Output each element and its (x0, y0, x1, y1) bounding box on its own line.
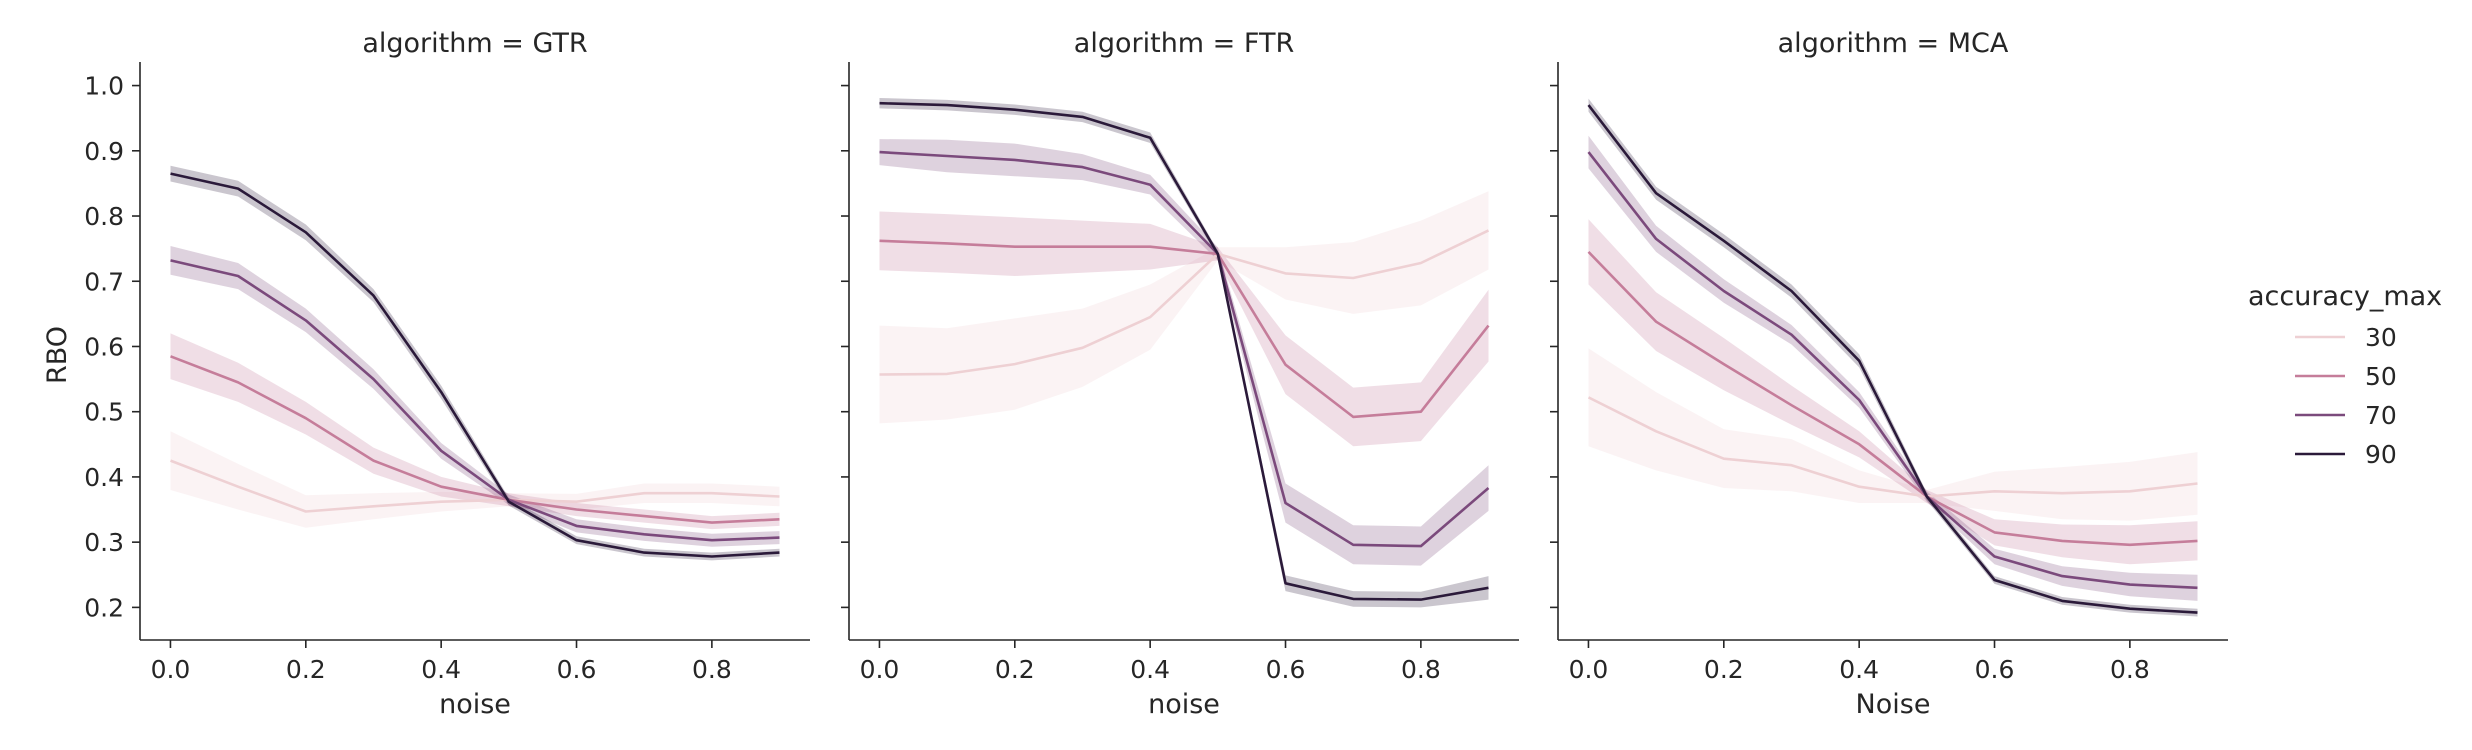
y-tick-label: 0.6 (84, 332, 124, 361)
x-axis-title: noise (1148, 689, 1220, 720)
confidence-band-50 (1588, 219, 2198, 565)
series-line-30 (879, 229, 1490, 376)
series-line-70 (1587, 151, 2198, 590)
x-tick-label: 0.2 (286, 655, 326, 684)
y-tick-label: 0.2 (84, 593, 124, 622)
confidence-band-30 (170, 431, 780, 528)
legend-entry-70: 70 (2295, 401, 2397, 430)
x-tick-label: 0.4 (1130, 655, 1170, 684)
x-tick-label: 0.0 (1569, 655, 1609, 684)
confidence-band-70 (170, 246, 780, 547)
confidence-band-90 (879, 98, 1489, 608)
panel-1: 0.0 0.2 0.4 0.6 0.8 algorithm = FTR noise (841, 28, 1519, 720)
confidence-band-70 (879, 139, 1489, 566)
x-tick-label: 0.6 (1975, 655, 2015, 684)
x-tick-label: 0.0 (860, 655, 900, 684)
y-tick-label: 0.8 (84, 202, 124, 231)
y-tick-label: 0.9 (84, 137, 124, 166)
x-tick-label: 0.2 (995, 655, 1035, 684)
legend-label: 30 (2365, 323, 2397, 352)
series-line-70 (879, 150, 1490, 548)
panel-title: algorithm = GTR (362, 28, 587, 59)
y-tick-label: 0.7 (84, 267, 124, 296)
x-tick-label: 0.8 (2110, 655, 2150, 684)
y-tick-label: 1.0 (84, 72, 124, 101)
legend-label: 70 (2365, 401, 2397, 430)
y-tick-label: 0.5 (84, 398, 124, 427)
series-line-90 (170, 172, 780, 558)
panel-2: 0.0 0.2 0.4 0.6 0.8 algorithm = MCA Noise (1550, 28, 2228, 720)
x-axis-title: Noise (1856, 689, 1931, 720)
x-tick-label: 0.4 (1839, 655, 1879, 684)
x-tick-label: 0.0 (151, 655, 191, 684)
panels: 0.20.30.40.50.60.70.80.91.00.0 0.2 0.4 0.6 0… (84, 28, 2228, 720)
series-line-90 (879, 101, 1489, 601)
y-tick-label: 0.4 (84, 463, 124, 492)
panel-title: algorithm = MCA (1778, 28, 2009, 59)
x-tick-label: 0.8 (1401, 655, 1441, 684)
legend: accuracy_max 30 50 70 90 (2248, 281, 2442, 469)
x-tick-label: 0.6 (1266, 655, 1306, 684)
panel-0: 0.2 0.3 0.4 0.5 0.6 0.7 0.8 0.9 1.0 0.0 0.2 0.4 0.6 0… (84, 28, 810, 720)
x-tick-label: 0.4 (421, 655, 461, 684)
series-line-90 (1587, 104, 2198, 614)
confidence-band-50 (879, 211, 1489, 447)
legend-entry-90: 90 (2295, 440, 2397, 469)
legend-entries: 30 50 70 90 (2295, 323, 2397, 469)
x-tick-label: 0.8 (692, 655, 732, 684)
legend-entry-30: 30 (2295, 323, 2397, 352)
x-tick-label: 0.6 (557, 655, 597, 684)
series-line-30 (170, 459, 780, 513)
series-line-50 (879, 239, 1490, 419)
confidence-band-50 (170, 333, 780, 530)
y-tick-label: 0.3 (84, 528, 124, 557)
series-line-50 (170, 355, 780, 524)
legend-title: accuracy_max (2248, 281, 2442, 312)
confidence-band-30 (1588, 348, 2198, 521)
confidence-band-30 (879, 191, 1489, 424)
panel-title: algorithm = FTR (1074, 28, 1294, 59)
series-line-70 (170, 259, 780, 542)
legend-entry-50: 50 (2295, 362, 2397, 391)
x-tick-label: 0.2 (1704, 655, 1744, 684)
x-axis-title: noise (439, 689, 511, 720)
series-line-30 (1587, 396, 2198, 498)
legend-label: 50 (2365, 362, 2397, 391)
series-line-50 (1587, 250, 2198, 547)
legend-label: 90 (2365, 440, 2397, 469)
y-axis-title: RBO (42, 326, 73, 384)
